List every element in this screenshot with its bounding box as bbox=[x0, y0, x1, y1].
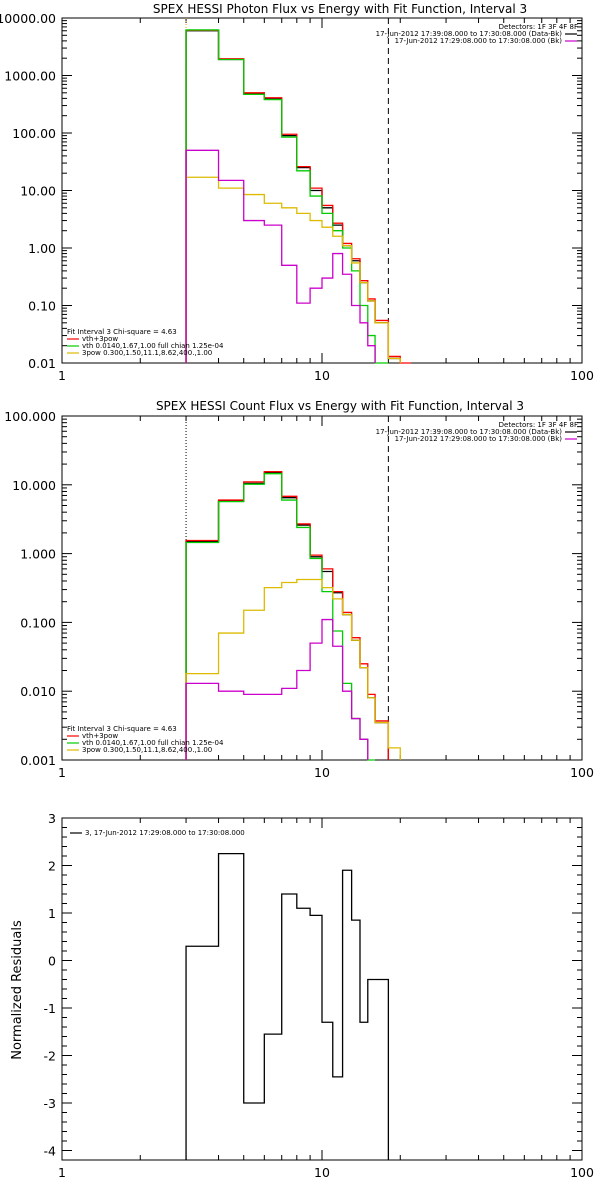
series-step-line bbox=[185, 471, 390, 760]
legend-top-entry: 17-Jun-2012 17:29:08.000 to 17:30:08.000… bbox=[395, 435, 563, 443]
y-tick-label: -3 bbox=[44, 1096, 56, 1111]
x-tick-label: 10 bbox=[314, 368, 330, 383]
series-step-line bbox=[185, 149, 376, 363]
legend-top-entry: 17-Jun-2012 17:39:08.000 to 17:30:08.000… bbox=[376, 30, 563, 38]
y-tick-label: 1000.00 bbox=[4, 69, 56, 84]
legend-top-entry: 17-Jun-2012 17:39:08.000 to 17:30:08.000… bbox=[376, 428, 563, 436]
photon-flux-series bbox=[185, 29, 412, 364]
legend-bottom-entry: vth 0.0140,1.67,1.00 full chian 1.25e-04 bbox=[82, 342, 224, 350]
y-tick-label: 1.00 bbox=[28, 241, 56, 256]
legend-bottom-entry: 3pow 0.300,1.50,11.1,8.62,400.,1.00 bbox=[82, 349, 212, 357]
photon-flux-legend-bottom: Fit Interval 3 Chi-square = 4.63vth+3pow… bbox=[67, 328, 224, 357]
residuals-series bbox=[185, 852, 390, 1160]
y-tick-label: 3 bbox=[48, 811, 56, 826]
x-tick-label: 100 bbox=[570, 1165, 594, 1180]
count-flux-series bbox=[185, 471, 401, 761]
y-tick-label: 0.01 bbox=[28, 356, 56, 371]
count-flux-panel: SPEX HESSI Count Flux vs Energy with Fit… bbox=[4, 399, 594, 780]
x-tick-label: 10 bbox=[314, 765, 330, 780]
y-tick-label: 0.10 bbox=[28, 299, 56, 314]
y-tick-label: -2 bbox=[44, 1049, 56, 1064]
y-tick-label: 100.00 bbox=[12, 126, 56, 141]
x-tick-label: 10 bbox=[314, 1165, 330, 1180]
legend-bottom-entry: Fit Interval 3 Chi-square = 4.63 bbox=[67, 725, 177, 733]
y-tick-label: 0 bbox=[48, 954, 56, 969]
legend-bottom-entry: Fit Interval 3 Chi-square = 4.63 bbox=[67, 328, 177, 336]
y-tick-label: 1 bbox=[48, 906, 56, 921]
y-tick-label: 2 bbox=[48, 859, 56, 874]
residuals-y-axis-label: Normalized Residuals bbox=[10, 920, 25, 1060]
series-step-line bbox=[185, 29, 389, 364]
legend-bottom-entry: 3pow 0.300,1.50,11.1,8.62,400.,1.00 bbox=[82, 746, 212, 754]
count-flux-title: SPEX HESSI Count Flux vs Energy with Fit… bbox=[156, 399, 524, 413]
legend-top-entry: 17-Jun-2012 17:29:08.000 to 17:30:08.000… bbox=[395, 37, 563, 45]
series-step-line bbox=[185, 176, 401, 363]
series-step-line bbox=[185, 852, 390, 1160]
photon-flux-reference-lines bbox=[185, 18, 389, 363]
photon-flux-detectors: Detectors: 1F 3F 4F 8F bbox=[499, 23, 578, 31]
y-tick-label: -4 bbox=[44, 1144, 57, 1159]
series-step-line bbox=[185, 473, 376, 761]
series-step-line bbox=[185, 29, 412, 364]
count-flux-reference-lines bbox=[185, 416, 389, 760]
photon-flux-axis-ticks: 1 10 100 10000.00 1000.00 100.00 10.00 1.00 0.10… bbox=[0, 11, 594, 383]
x-tick-label: 1 bbox=[58, 765, 66, 780]
legend-bottom-entry: vth 0.0140,1.67,1.00 full chian 1.25e-04 bbox=[82, 739, 224, 747]
series-step-line bbox=[185, 472, 390, 760]
legend-bottom-entry: vth+3pow bbox=[82, 732, 118, 740]
y-tick-label: -1 bbox=[44, 1001, 56, 1016]
x-tick-label: 100 bbox=[570, 765, 594, 780]
y-tick-label: 100.000 bbox=[4, 409, 56, 424]
count-flux-legend-top: 17-Jun-2012 17:39:08.000 to 17:30:08.000… bbox=[376, 428, 577, 443]
x-tick-label: 1 bbox=[58, 1165, 66, 1180]
series-step-line bbox=[185, 618, 369, 760]
legend-entry: 3, 17-Jun-2012 17:29:08.000 to 17:30:08.… bbox=[85, 829, 245, 837]
x-tick-label: 1 bbox=[58, 368, 66, 383]
y-tick-label: 0.001 bbox=[20, 753, 56, 768]
y-tick-label: 10.00 bbox=[20, 184, 56, 199]
photon-flux-title: SPEX HESSI Photon Flux vs Energy with Fi… bbox=[153, 2, 527, 16]
count-flux-legend-bottom: Fit Interval 3 Chi-square = 4.63vth+3pow… bbox=[67, 725, 224, 754]
y-tick-label: 0.010 bbox=[20, 684, 56, 699]
y-tick-label: 10.000 bbox=[12, 478, 56, 493]
legend-bottom-entry: vth+3pow bbox=[82, 335, 118, 343]
y-tick-label: 10000.00 bbox=[0, 11, 56, 26]
y-tick-label: 0.100 bbox=[20, 615, 56, 630]
residuals-legend: 3, 17-Jun-2012 17:29:08.000 to 17:30:08.… bbox=[70, 829, 245, 837]
x-tick-label: 100 bbox=[570, 368, 594, 383]
photon-flux-legend-top: 17-Jun-2012 17:39:08.000 to 17:30:08.000… bbox=[376, 30, 577, 45]
photon-flux-panel: SPEX HESSI Photon Flux vs Energy with Fi… bbox=[0, 2, 594, 383]
count-flux-detectors: Detectors: 1F 3F 4F 8F bbox=[499, 421, 578, 429]
y-tick-label: 1.000 bbox=[20, 547, 56, 562]
series-step-line bbox=[185, 578, 401, 760]
